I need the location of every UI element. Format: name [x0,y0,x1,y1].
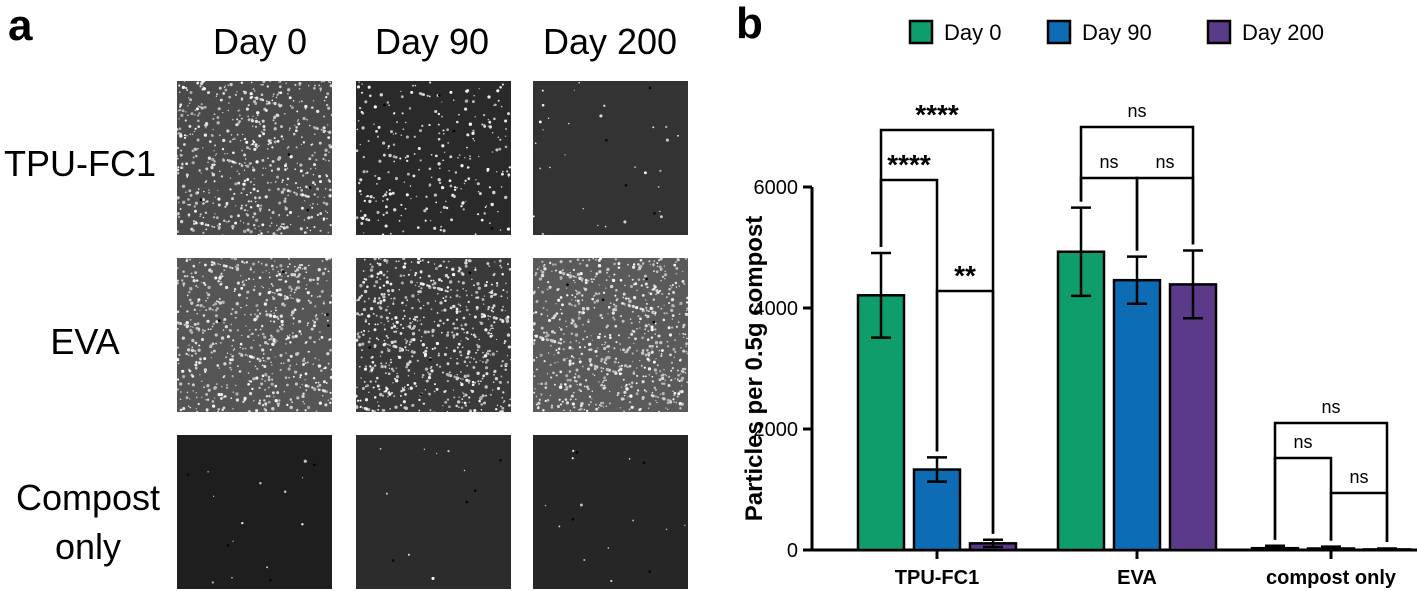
column-header-day-200: Day 200 [542,21,678,62]
bar-eva-day-200 [1168,283,1218,552]
legend-swatch-day-200 [1206,19,1232,45]
significance-eva-day-0-vs-day-200-label: ns [1127,101,1146,121]
micrograph-eva-day-90 [356,258,511,412]
row-header-compost-only: Compost only [0,474,178,571]
panel-a-label: a [8,1,33,50]
micrograph-compost-only-day-90 [356,435,511,589]
micrograph-compost-only-day-200 [533,435,688,589]
micrograph-tpu-fc1-day-200 [533,81,688,235]
legend-label-day-0: Day 0 [944,20,1001,45]
y-tick-label-6000: 6000 [754,177,799,199]
y-tick-label-0: 0 [787,540,798,562]
column-header-day-0: Day 0 [212,21,308,62]
significance-eva-day-0-vs-day-90-label: ns [1099,152,1118,172]
significance-eva-day-90-vs-day-200-label: ns [1155,152,1174,172]
panel-b-label: b [736,0,763,48]
row-header-eva: EVA [0,318,175,367]
column-header-day-90: Day 90 [374,21,490,62]
row-header-eva-line: EVA [50,321,120,362]
significance-tpu-fc1-day-90-vs-day-200-label: ** [954,260,976,291]
row-header-tpu-fc1: TPU-FC1 [0,140,170,189]
x-tick-label-eva: EVA [1117,567,1157,589]
significance-eva-day-0-vs-day-200-bracket [1079,125,1195,245]
bar-chart: 0 2000 4000 6000 Particles per 0.5g compost T… [741,19,1417,589]
legend-swatch-day-0 [908,19,934,45]
significance-tpu-fc1-day-0-vs-day-200-label: **** [915,99,959,130]
significance-compost-only-day-90-vs-day-200-label: ns [1349,467,1368,487]
legend-label-day-90: Day 90 [1082,20,1152,45]
micrograph-eva-day-200 [533,258,688,412]
x-tick-label-compost-only: compost only [1266,567,1397,589]
significance-compost-only-day-90-vs-day-200-bracket [1329,491,1389,542]
micrograph-tpu-fc1-day-0 [177,81,332,235]
legend-label-day-200: Day 200 [1242,20,1324,45]
micrograph-eva-day-0 [177,258,332,412]
legend-swatch-day-90 [1046,19,1072,45]
row-header-compost-only-line-2: only [54,525,122,567]
significance-eva-day-0-vs-day-90-bracket [1079,176,1139,251]
row-header-tpu-fc1-line: TPU-FC1 [4,143,156,184]
significance-compost-only-day-0-vs-day-90-label: ns [1293,432,1312,452]
significance-compost-only-day-0-vs-day-90-bracket [1273,456,1333,541]
y-tick-label-2000: 2000 [754,419,799,441]
y-tick-label-4000: 4000 [754,298,799,320]
y-axis-title: Particles per 0.5g compost [741,216,768,521]
significance-tpu-fc1-day-0-vs-day-90-label: **** [887,149,931,180]
significance-compost-only-day-0-vs-day-200-label: ns [1321,397,1340,417]
x-tick-label-tpu-fc1: TPU-FC1 [895,567,979,589]
row-header-compost-only-line-1: Compost [15,477,161,518]
micrograph-tpu-fc1-day-90 [356,81,511,235]
bar-eva-day-90 [1112,278,1162,552]
significance-compost-only-day-0-vs-day-200-bracket [1273,421,1389,542]
micrograph-compost-only-day-0 [177,435,332,589]
significance-tpu-fc1-day-90-vs-day-200-bracket [935,289,995,534]
significance-eva-day-90-vs-day-200-bracket [1135,176,1195,251]
